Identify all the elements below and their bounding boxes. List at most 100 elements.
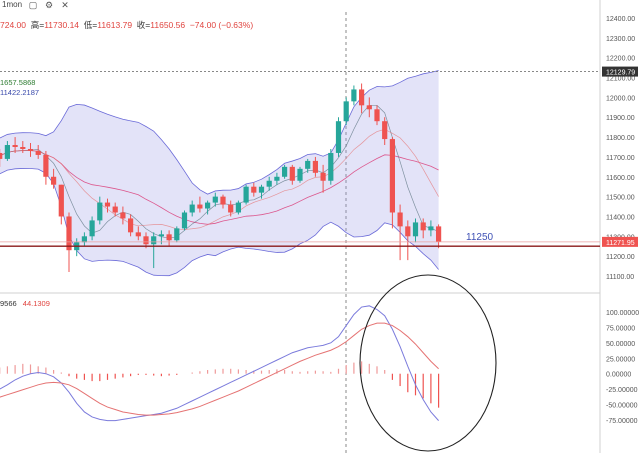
candle-body [166,234,172,241]
candle [343,97,349,126]
bollinger-fill [0,70,439,276]
price-axis-tick-label: 12100.00 [606,76,635,83]
candle-body [112,206,118,213]
candle [189,200,195,217]
osc-axis-tick-label: -50.00000 [606,403,638,410]
price-axis-tick-label: 11600.00 [606,175,635,182]
candle-body [436,226,442,242]
candle-body [81,236,87,243]
candle [235,200,241,215]
candle [412,218,419,243]
candle-body [343,101,349,122]
annotations: 11250 [359,232,497,452]
interval-label[interactable]: 1mon [2,0,23,9]
price-axis-tick-label: 12000.00 [606,95,635,102]
candle [382,117,388,146]
candle-body [389,139,395,213]
osc-axis-tick-label: 25.00000 [606,356,635,363]
candle-body [51,176,57,185]
chart-toolbar: 1mon ▢ ⚙ ✕ [0,0,600,12]
candle-body [128,218,134,233]
candle [205,200,211,215]
candle-body [66,216,72,251]
candle-body [374,109,380,122]
price-axis-tick-label: 11200.00 [606,254,635,261]
current-price-badge-bg [602,66,638,77]
candle [258,184,265,199]
candle-body [282,166,288,177]
candle-body [89,220,95,237]
candle [251,182,257,197]
candle [58,184,64,225]
candle-body [181,212,188,229]
candle [97,196,103,225]
candle-body [158,234,164,237]
osc-axis-tick-label: 0.00000 [606,372,631,379]
candle-body [35,150,41,155]
price-overlays [0,71,600,247]
price-axis-tick-label: 11800.00 [606,135,635,142]
settings-icon[interactable]: ⚙ [44,0,54,10]
price-axis-tick-label: 11500.00 [606,195,635,202]
current-price-badge: 12129.79 [602,66,638,77]
candle [128,214,134,237]
candle-body [212,196,218,203]
candle-body [12,145,18,147]
candle [312,156,318,177]
candle [135,226,141,241]
price-axis-tick-label: 11700.00 [606,155,635,162]
candle-body [305,160,311,169]
bollinger-upper-label: 1657.5868 [0,78,36,87]
price-axis: 12400.00 12300.00 12200.00 12100.00 12000.00… [602,16,639,425]
candle [320,164,326,193]
candle [112,202,118,217]
price-axis-tick-label: 12300.00 [606,36,635,43]
candle-body [312,160,318,173]
oscillator-label-b: 44.1309 [22,299,50,308]
candle [151,232,157,269]
candle [436,224,442,249]
candle [212,192,218,207]
candle-body [4,145,10,159]
candle [89,216,95,241]
candle-body [297,168,303,181]
bollinger-middle-label: 11422.2187 [0,88,40,97]
candle [243,184,249,205]
candle [35,145,41,159]
candle-body [151,236,157,245]
candle-body [235,202,241,213]
candle [305,158,311,173]
candle [220,194,226,209]
candle-body [266,180,272,187]
osc-axis-tick-label: -25.00000 [606,387,638,394]
candle [12,137,18,153]
candle-body [0,152,3,159]
osc-axis-tick-label: -75.00000 [606,418,638,425]
candle-body [320,172,326,181]
candle-body [243,186,249,203]
candle [166,230,172,247]
candle [428,220,434,237]
last-price-badge-text: 11271.95 [606,240,635,247]
current-price-badge-text: 12129.79 [606,70,635,77]
last-price-badge-bg [602,236,638,247]
close-icon[interactable]: ✕ [61,0,69,10]
low-key: 低= [83,20,98,30]
candle-body [174,228,180,241]
candle-body [120,212,126,219]
candle-body [205,202,211,209]
price-axis-tick-label: 12200.00 [606,56,635,63]
candle-body [274,176,280,181]
candle-body [97,202,103,221]
candle [389,137,395,229]
candle-body [351,89,357,102]
candle-body [335,121,342,153]
price-axis-tick-label: 12400.00 [606,16,635,23]
price-axis-tick-label: 11900.00 [606,115,635,122]
calendar-icon[interactable]: ▢ [28,0,38,10]
candle-body [405,226,411,237]
candle-body [27,148,34,151]
candle-body [220,196,226,205]
